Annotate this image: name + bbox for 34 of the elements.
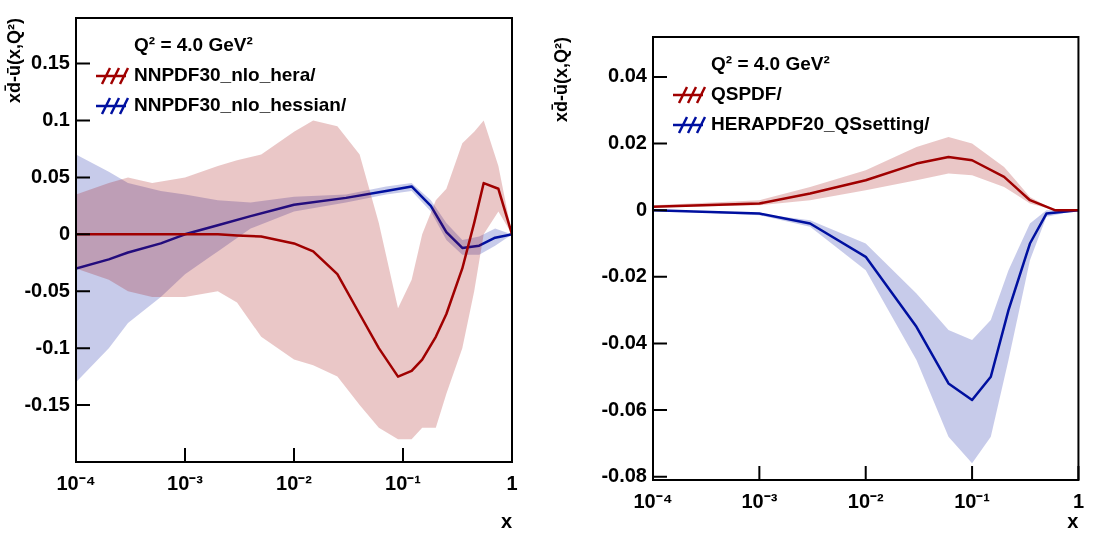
legend-label: HERAPDF20_QSsetting/ — [711, 113, 931, 135]
y-tick-label: -0.1 — [35, 335, 70, 358]
y-tick-label: -0.08 — [601, 464, 647, 487]
x-tick-label: 10⁻¹ — [385, 471, 422, 494]
x-tick-label: 10⁻³ — [741, 489, 778, 512]
y-tick-label: 0 — [635, 197, 647, 220]
legend-title: Q² = 4.0 GeV² — [134, 34, 253, 56]
x-tick-label: 10⁻⁴ — [633, 489, 673, 512]
x-axis-title: x — [500, 509, 512, 532]
legend-label: QSPDF/ — [711, 83, 783, 105]
legend-title: Q² = 4.0 GeV² — [711, 53, 830, 75]
y-axis-title: xd̄-ū(x,Q²) — [3, 18, 24, 103]
y-tick-label: -0.05 — [24, 278, 70, 301]
y-tick-label: 0 — [58, 221, 70, 244]
y-tick-label: -0.04 — [601, 330, 648, 353]
y-tick-label: 0.04 — [608, 64, 648, 87]
legend-label: NNPDF30_nlo_hessian/ — [134, 94, 347, 116]
x-tick-label: 1 — [1072, 489, 1084, 512]
y-tick-label: 0.15 — [31, 51, 70, 74]
y-tick-label: -0.06 — [601, 397, 647, 420]
x-tick-label: 10⁻¹ — [954, 489, 991, 512]
x-tick-label: 10⁻³ — [167, 471, 204, 494]
x-tick-label: 10⁻² — [276, 471, 313, 494]
y-tick-label: 0.02 — [608, 131, 647, 154]
y-tick-label: -0.02 — [601, 264, 647, 287]
y-tick-label: -0.15 — [24, 392, 70, 415]
y-tick-label: 0.1 — [42, 107, 70, 130]
x-tick-label: 1 — [506, 471, 518, 494]
x-tick-label: 10⁻² — [847, 489, 885, 512]
legend-label: NNPDF30_nlo_hera/ — [134, 64, 317, 86]
x-tick-label: 10⁻⁴ — [56, 471, 96, 494]
y-tick-label: 0.05 — [31, 164, 70, 187]
y-axis-title: xd̄-ū(x,Q²) — [550, 37, 571, 122]
x-axis-title: x — [1067, 509, 1079, 532]
